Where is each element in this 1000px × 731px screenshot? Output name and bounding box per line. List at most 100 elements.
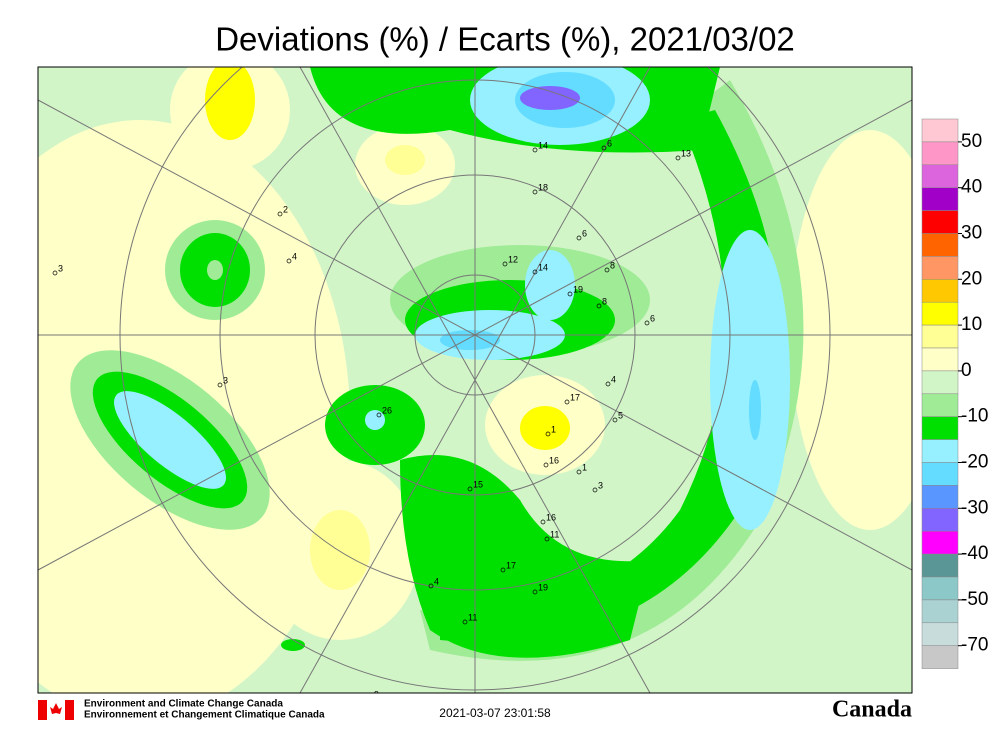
station-marker — [467, 486, 473, 492]
legend-swatch — [921, 324, 959, 349]
legend-swatch — [921, 141, 959, 166]
legend-swatch — [921, 530, 959, 555]
station-label: 12 — [508, 254, 518, 264]
station-marker — [532, 147, 538, 153]
station-labels: 14 61318624312141988632641751161315161141… — [52, 138, 691, 701]
legend-swatch — [921, 393, 959, 417]
legend-swatch — [921, 645, 959, 669]
legend-swatch — [921, 439, 959, 463]
station-marker — [52, 270, 58, 276]
station-marker — [540, 519, 546, 525]
legend-swatch — [921, 210, 959, 234]
station-marker — [543, 462, 549, 468]
station-label: 6 — [607, 138, 612, 148]
station-marker — [644, 320, 650, 326]
station-label: 3 — [223, 375, 228, 385]
legend-label: -30 — [961, 497, 988, 518]
station-label: 8 — [610, 260, 615, 270]
graticule — [38, 67, 912, 693]
station-marker — [376, 412, 382, 418]
legend-label: -10 — [961, 406, 988, 427]
station-label: 18 — [538, 182, 548, 192]
station-marker — [532, 189, 538, 195]
legend-label: 20 — [961, 268, 982, 289]
legend-label: 0 — [961, 360, 972, 381]
legend-swatch — [921, 576, 959, 601]
legend-swatch — [921, 485, 959, 509]
station-marker — [592, 487, 598, 493]
station-marker — [612, 417, 618, 423]
station-marker — [576, 469, 582, 475]
station-marker — [675, 155, 681, 161]
legend-swatch — [921, 347, 959, 372]
station-label: 13 — [681, 148, 691, 158]
timestamp: 2021-03-07 23:01:58 — [439, 706, 551, 720]
station-label: 11 — [468, 612, 477, 622]
station-label: 19 — [538, 582, 548, 592]
deviation-fields — [38, 67, 912, 693]
station-label: 1 — [551, 424, 556, 434]
agency-en: Environment and Climate Change Canada — [84, 699, 283, 710]
station-label: 17 — [506, 560, 516, 570]
station-marker — [369, 697, 373, 701]
station-marker — [500, 567, 506, 573]
station-label: 16 — [546, 512, 556, 522]
station-label: 9 — [374, 689, 379, 699]
station-label: 15 — [473, 479, 483, 489]
legend-label: -70 — [961, 635, 988, 656]
legend-swatch — [921, 256, 959, 280]
station-label: 3 — [58, 263, 63, 273]
legend-label: 40 — [961, 177, 982, 198]
station-label: 5 — [618, 410, 623, 420]
station-marker — [544, 536, 550, 542]
legend-swatch — [921, 164, 959, 188]
station-marker — [532, 269, 538, 275]
legend-label: -50 — [961, 589, 988, 610]
legend-swatch — [921, 187, 959, 211]
legend-label: 50 — [961, 131, 982, 152]
station-label: 11 — [550, 529, 559, 539]
station-marker — [217, 382, 223, 388]
station-label: 3 — [598, 480, 603, 490]
station-label: 16 — [549, 455, 559, 465]
station-label: 14 — [538, 140, 548, 150]
station-label: 26 — [382, 405, 392, 415]
legend-label: 10 — [961, 314, 982, 335]
station-marker — [601, 145, 607, 151]
flag-band — [65, 700, 74, 720]
station-marker — [576, 235, 582, 241]
station-label: 19 — [573, 284, 583, 294]
station-marker — [545, 431, 551, 437]
station-label: 14 — [538, 262, 548, 272]
station-marker — [277, 211, 283, 217]
legend-swatch — [921, 622, 959, 646]
station-marker — [596, 303, 602, 309]
legend-label: -20 — [961, 452, 988, 473]
legend-swatch — [921, 553, 959, 578]
station-label: 4 — [292, 251, 297, 261]
station-marker — [564, 399, 570, 405]
station-marker — [502, 261, 508, 267]
station-marker — [462, 619, 468, 625]
station-marker — [532, 589, 538, 595]
station-label: 8 — [602, 296, 607, 306]
legend-swatch — [921, 233, 959, 257]
station-marker — [567, 291, 573, 297]
station-label: 2 — [283, 204, 288, 214]
flag-band — [38, 700, 47, 720]
station-label: 4 — [611, 374, 616, 384]
footer: Environment and Climate Change Canada En… — [38, 697, 912, 723]
agency-fr: Environnement et Changement Climatique C… — [84, 710, 325, 721]
station-marker — [286, 258, 292, 264]
legend-label: -40 — [961, 543, 988, 564]
station-marker — [605, 381, 611, 387]
station-marker — [604, 267, 610, 273]
legend-swatch — [921, 508, 959, 532]
legend-swatch — [921, 599, 959, 624]
map-frame — [37, 66, 913, 694]
legend-swatch — [921, 279, 959, 303]
legend-swatch — [921, 370, 959, 395]
color-legend: 50 40 30 20 10 0 -10 -20 -30 -40 -50 -70 — [921, 118, 988, 669]
